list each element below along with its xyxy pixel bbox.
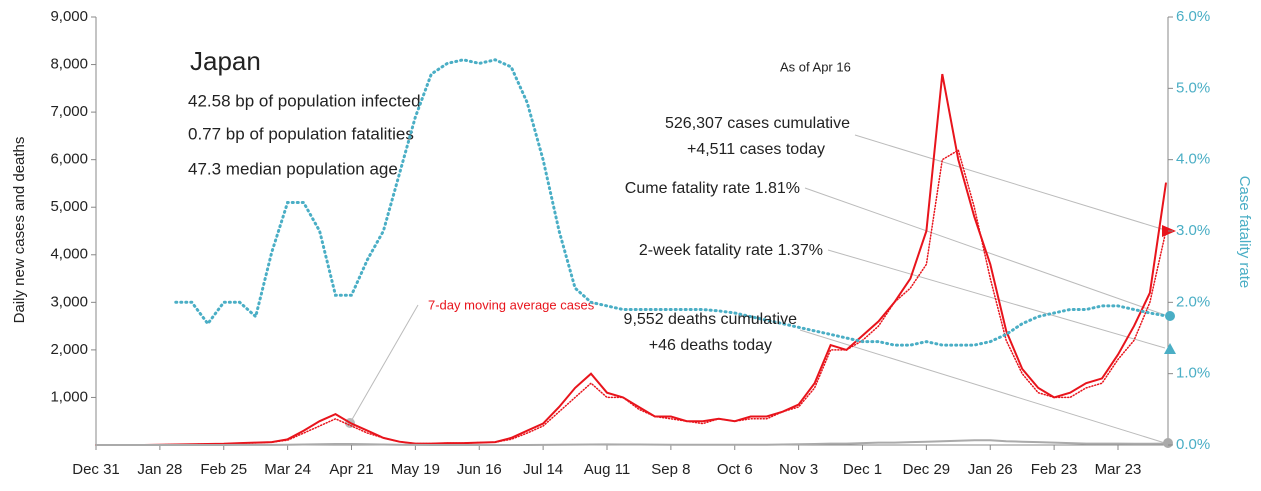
x-tick-label: Jan 26	[968, 461, 1013, 478]
chart-title: Japan	[190, 46, 261, 76]
x-tick-label: Dec 31	[72, 461, 120, 478]
x-tick-label: Aug 11	[584, 461, 630, 478]
x-tick-label: Mar 23	[1095, 461, 1142, 478]
subtitle: 47.3 median population age	[188, 159, 398, 178]
y2-tick-label: 1.0%	[1176, 365, 1210, 382]
y-tick-label: 4,000	[50, 246, 88, 263]
x-tick-label: Nov 3	[779, 461, 818, 478]
y-tick-label: 3,000	[50, 293, 88, 310]
subtitle: 0.77 bp of population fatalities	[188, 124, 414, 143]
y-tick-label: 2,000	[50, 341, 88, 358]
series-label: 7-day moving average cases	[428, 297, 595, 312]
x-tick-label: May 19	[391, 461, 440, 478]
x-tick-label: Jul 14	[523, 461, 563, 478]
y-tick-label: 7,000	[50, 103, 88, 120]
annotation: As of Apr 16	[780, 59, 851, 74]
x-tick-label: Mar 24	[264, 461, 311, 478]
y2-tick-label: 6.0%	[1176, 8, 1210, 25]
y-tick-label: 8,000	[50, 56, 88, 73]
series-line	[95, 439, 1167, 446]
y2-tick-label: 3.0%	[1176, 222, 1210, 239]
x-tick-label: Sep 8	[651, 461, 690, 478]
x-tick-label: Feb 25	[200, 461, 247, 478]
y2-tick-label: 2.0%	[1176, 293, 1210, 310]
annotation: 2-week fatality rate 1.37%	[639, 242, 823, 259]
y-axis-label: Daily new cases and deaths	[11, 137, 28, 324]
x-tick-label: Dec 29	[903, 461, 951, 478]
x-tick-label: Dec 1	[843, 461, 882, 478]
y-tick-label: 1,000	[50, 388, 88, 405]
end-marker	[1165, 311, 1175, 321]
annotation: 526,307 cases cumulative	[665, 115, 850, 132]
y-tick-label: 5,000	[50, 198, 88, 215]
subtitle: 42.58 bp of population infected	[188, 91, 421, 110]
end-marker	[1164, 343, 1176, 354]
x-tick-label: Feb 23	[1031, 461, 1078, 478]
y-tick-label: 6,000	[50, 151, 88, 168]
y2-axis-label: Case fatality rate	[1236, 176, 1253, 289]
y2-tick-label: 0.0%	[1176, 436, 1210, 453]
annotation: +46 deaths today	[649, 337, 772, 354]
annotation: 9,552 deaths cumulative	[624, 311, 798, 328]
y-tick-label: 9,000	[50, 8, 88, 25]
annotation: +4,511 cases today	[687, 141, 825, 158]
y2-tick-label: 5.0%	[1176, 79, 1210, 96]
x-tick-label: Jan 28	[137, 461, 182, 478]
x-tick-label: Oct 6	[717, 461, 753, 478]
x-tick-label: Jun 16	[457, 461, 502, 478]
series-line	[174, 58, 1168, 347]
annotation: Cume fatality rate 1.81%	[625, 180, 800, 197]
series-line	[95, 149, 1167, 446]
y2-tick-label: 4.0%	[1176, 151, 1210, 168]
x-tick-label: Apr 21	[329, 461, 373, 478]
